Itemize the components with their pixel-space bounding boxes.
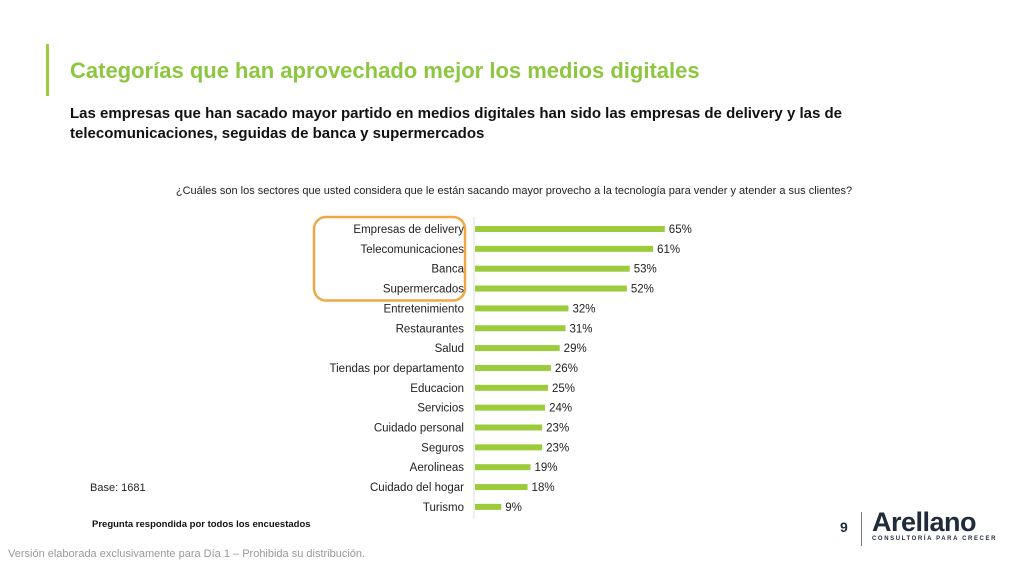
base-count: Base: 1681 xyxy=(90,482,146,494)
data-label: 53% xyxy=(634,264,657,276)
bar xyxy=(475,503,502,510)
data-label: 18% xyxy=(532,482,555,494)
bar xyxy=(475,226,665,232)
category-label: Tiendas por departamento xyxy=(330,363,464,375)
data-label: 29% xyxy=(564,343,587,355)
logo-name: Arellano xyxy=(872,507,977,537)
bar xyxy=(475,245,654,252)
category-label: Cuidado personal xyxy=(374,423,464,435)
bar xyxy=(475,364,551,371)
category-label: Restaurantes xyxy=(396,323,465,335)
logo-divider xyxy=(861,512,862,546)
bar xyxy=(475,384,548,391)
category-label: Servicios xyxy=(417,403,464,415)
category-label: Banca xyxy=(431,264,464,276)
bar xyxy=(475,464,531,471)
page-subtitle: Las empresas que han sacado mayor partid… xyxy=(70,105,842,142)
title-accent-bar xyxy=(46,44,49,96)
category-label: Entretenimiento xyxy=(383,303,464,315)
data-label: 61% xyxy=(657,244,680,256)
bar xyxy=(475,484,528,491)
bar xyxy=(475,444,543,451)
data-label: 26% xyxy=(555,363,578,375)
data-label: 24% xyxy=(549,403,572,415)
category-label: Cuidado del hogar xyxy=(370,482,464,494)
data-label: 32% xyxy=(572,303,595,315)
data-label: 19% xyxy=(534,462,557,474)
data-label: 23% xyxy=(546,423,569,435)
bar xyxy=(475,305,569,312)
data-label: 52% xyxy=(631,284,654,296)
data-label: 31% xyxy=(570,323,593,335)
category-label: Telecomunicaciones xyxy=(360,244,464,256)
footer-disclaimer: Versión elaborada exclusivamente para Dí… xyxy=(8,548,366,560)
category-label: Seguros xyxy=(421,442,464,454)
data-label: 23% xyxy=(546,442,569,454)
chart-title: ¿Cuáles son los sectores que usted consi… xyxy=(175,185,853,197)
category-label: Salud xyxy=(435,343,464,355)
bar xyxy=(475,325,566,332)
category-label: Turismo xyxy=(423,502,464,514)
data-label: 25% xyxy=(552,383,575,395)
data-label: 9% xyxy=(505,502,522,514)
chart-note: Pregunta respondida por todos los encues… xyxy=(92,519,311,530)
category-label: Empresas de delivery xyxy=(353,224,464,236)
category-label: Educacion xyxy=(410,383,464,395)
category-label: Supermercados xyxy=(383,284,464,296)
category-label: Aerolineas xyxy=(410,462,465,474)
page-number: 9 xyxy=(840,519,848,535)
bar xyxy=(475,424,543,431)
highlight-box xyxy=(312,215,467,302)
bar xyxy=(475,285,627,292)
page-title: Categorías que han aprovechado mejor los… xyxy=(70,58,700,83)
logo-tagline: CONSULTORÍA PARA CRECER xyxy=(872,536,998,542)
arellano-logo: Arellano CONSULTORÍA PARA CRECER xyxy=(872,508,997,542)
bar xyxy=(475,265,630,272)
data-label: 65% xyxy=(669,224,692,236)
bar xyxy=(475,345,560,352)
bar xyxy=(475,404,546,411)
